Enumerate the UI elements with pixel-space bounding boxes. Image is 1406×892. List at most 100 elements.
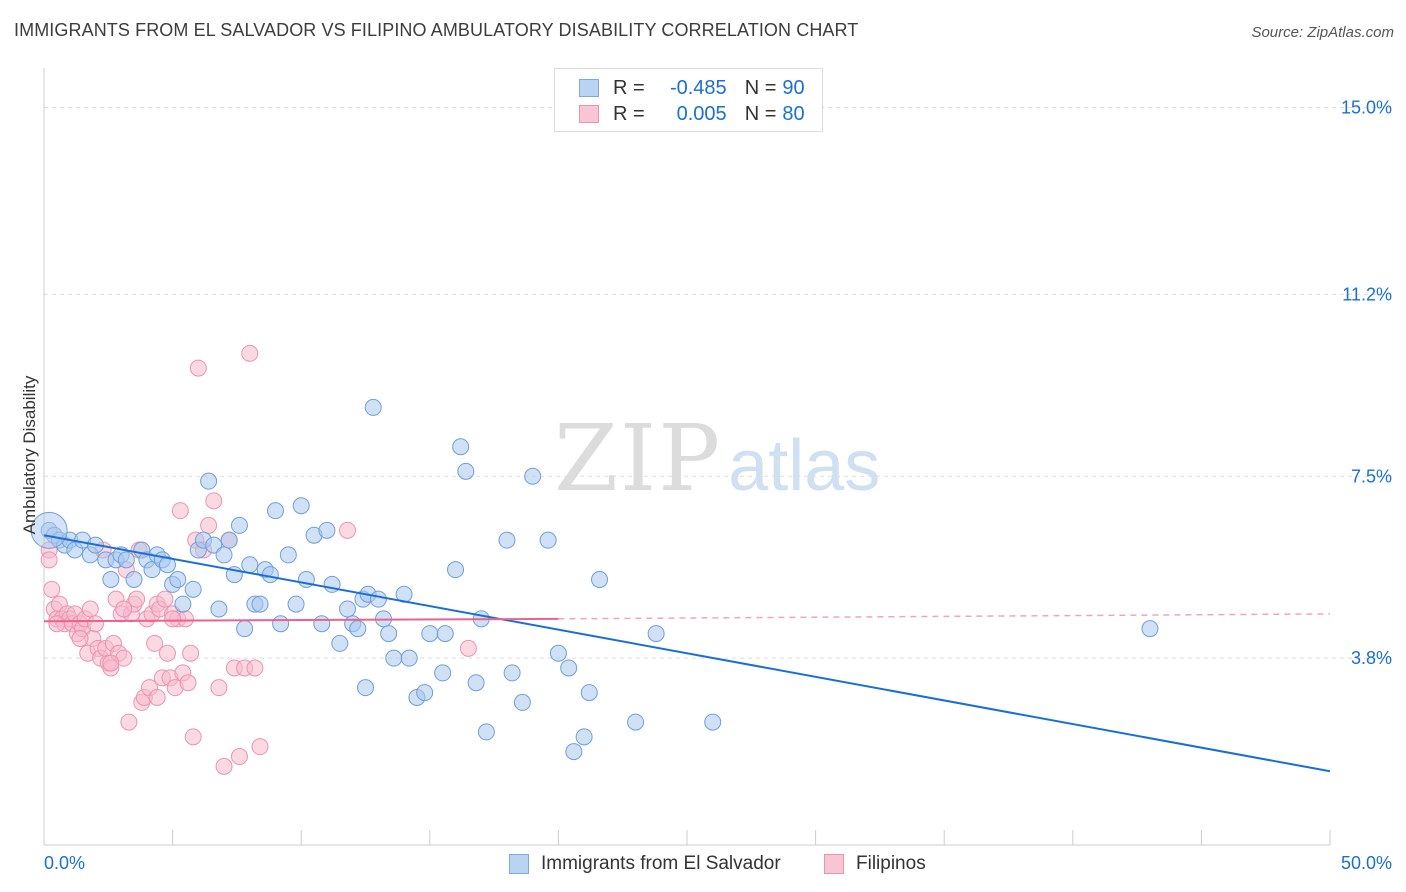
el-salvador-point — [287, 595, 305, 613]
el-salvador-point — [200, 472, 218, 490]
filipinos-point — [241, 344, 259, 362]
el-salvador-point — [236, 620, 254, 638]
filipinos-point — [459, 639, 477, 657]
bottom-legend-swatch-blue — [509, 854, 529, 874]
y-tick-label: 7.5% — [1351, 466, 1392, 486]
filipinos-point — [189, 359, 207, 377]
legend-row-el-salvador: R = -0.485 N = 90 — [579, 77, 805, 99]
filipinos-point — [86, 615, 104, 633]
filipinos-point — [200, 516, 218, 534]
el-salvador-point — [230, 516, 248, 534]
el-salvador-point — [385, 649, 403, 667]
el-salvador-point — [565, 743, 583, 761]
el-salvador-point — [210, 600, 228, 618]
grid — [44, 107, 1390, 659]
el-salvador-point — [436, 625, 454, 643]
legend-swatch-pink — [579, 105, 599, 123]
filipinos-point — [120, 713, 138, 731]
el-salvador-point — [338, 600, 356, 618]
el-salvador-point — [174, 595, 192, 613]
el-salvador-point — [467, 674, 485, 692]
el-salvador-point — [357, 679, 374, 697]
filipinos-trend-line — [43, 617, 559, 623]
legend-n-label: N = — [744, 102, 777, 125]
el-salvador-point — [102, 571, 120, 588]
el-salvador-point — [400, 649, 418, 667]
el-salvador-point — [279, 546, 297, 564]
legend-n-label: N = — [744, 76, 777, 99]
el-salvador-point — [125, 571, 143, 588]
el-salvador-point — [241, 556, 259, 574]
el-salvador-point — [215, 546, 233, 564]
el-salvador-trend-line — [43, 534, 1331, 773]
el-salvador-point — [30, 511, 68, 549]
el-salvador-point — [1141, 620, 1159, 638]
el-salvador-point — [349, 620, 367, 638]
legend-n-value: 90 — [782, 76, 805, 99]
legend-r-label: R = — [613, 76, 645, 99]
filipinos-point — [71, 630, 89, 647]
el-salvador-point — [266, 502, 284, 520]
el-salvador-point — [421, 625, 439, 643]
filipinos-point — [184, 728, 202, 746]
x-tick-label: 0.0% — [44, 853, 85, 873]
el-salvador-point — [580, 684, 598, 702]
el-salvador-point — [318, 521, 336, 539]
filipinos-point — [128, 590, 146, 608]
filipinos-point — [182, 644, 200, 662]
el-salvador-point — [380, 625, 398, 643]
legend-r-value: 0.005 — [676, 102, 727, 125]
chart-source: Source: ZipAtlas.com — [1251, 24, 1394, 41]
bottom-legend-label-filipinos: Filipinos — [856, 853, 926, 874]
x-tick-label: 50.0% — [1341, 853, 1392, 873]
el-salvador-point — [503, 664, 521, 682]
filipinos-point — [251, 738, 269, 756]
filipinos-point — [230, 748, 248, 765]
filipinos-point — [43, 580, 61, 598]
bottom-legend-swatch-pink — [824, 854, 844, 874]
el-salvador-point — [704, 713, 722, 731]
tick-labels: 3.8% 7.5% 11.2% 15.0% 0.0% 50.0% — [44, 98, 1392, 874]
el-salvador-point — [575, 728, 593, 746]
y-axis-label: Ambulatory Disability — [20, 375, 39, 535]
legend-n-value: 80 — [782, 102, 805, 125]
el-salvador-point — [272, 615, 290, 633]
el-salvador-point — [169, 571, 187, 588]
el-salvador-point — [524, 467, 542, 485]
filipinos-point — [40, 551, 58, 569]
el-salvador-point — [364, 398, 382, 416]
filipinos-point — [179, 674, 197, 692]
watermark-zip: ZIP — [554, 405, 723, 512]
el-salvador-point — [184, 580, 202, 598]
el-salvador-point — [251, 595, 269, 613]
el-salvador-point — [434, 664, 452, 682]
el-salvador-point — [560, 659, 578, 677]
filipinos-point — [164, 610, 182, 628]
filipinos-point — [81, 600, 99, 618]
legend-r-value: -0.485 — [669, 76, 727, 99]
filipinos-point — [338, 521, 356, 539]
bottom-legend-el-salvador: Immigrants from El Salvador — [509, 852, 781, 876]
el-salvador-point — [158, 556, 176, 574]
y-tick-label: 15.0% — [1341, 98, 1392, 118]
el-salvador-point — [220, 531, 238, 549]
filipinos-point — [148, 689, 166, 706]
filipinos-trend-line-extension — [558, 613, 1331, 620]
filipinos-point — [205, 492, 223, 510]
el-salvador-point — [539, 531, 557, 549]
el-salvador-point — [513, 693, 531, 711]
filipinos-point — [171, 502, 189, 520]
el-salvador-points — [30, 398, 1159, 761]
el-salvador-point — [117, 551, 135, 569]
legend-r-label: R = — [613, 102, 645, 125]
filipinos-point — [215, 757, 233, 775]
chart-title: IMMIGRANTS FROM EL SALVADOR VS FILIPINO … — [14, 20, 859, 40]
filipinos-points — [40, 344, 477, 775]
el-salvador-point — [457, 462, 475, 480]
el-salvador-point — [627, 713, 645, 731]
trend-lines — [43, 534, 1331, 773]
el-salvador-point — [477, 723, 495, 741]
axes — [43, 68, 1331, 846]
el-salvador-point — [313, 615, 331, 633]
